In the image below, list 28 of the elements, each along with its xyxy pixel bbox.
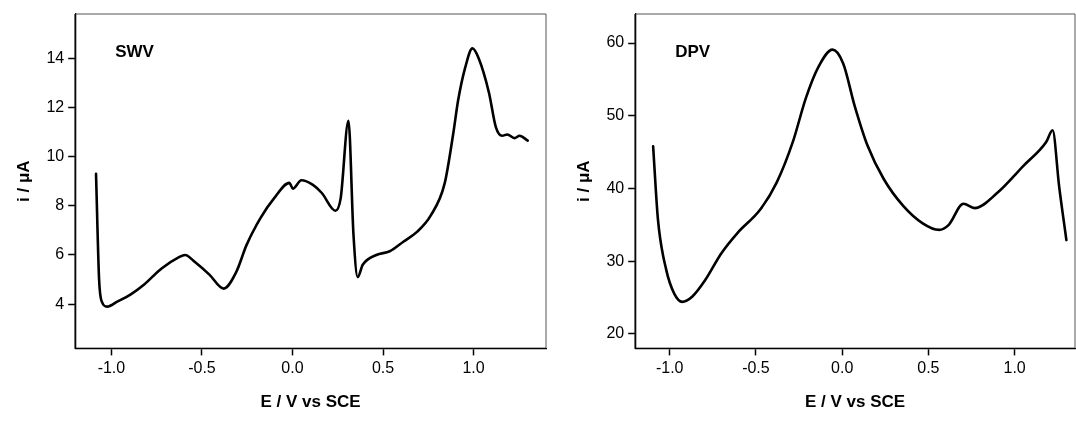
y-tick-label: 50 [606,106,625,124]
y-tick-label: 8 [55,196,65,214]
x-tick-label: 0.5 [371,359,395,377]
annotation: DPV [675,42,711,62]
x-tick-label: 0.0 [831,359,854,377]
x-tick-label: 0.0 [281,359,304,377]
line-series [94,47,530,308]
x-axis-title: E / V vs SCE [260,392,361,412]
y-axis-title: i / μA [13,160,33,202]
y-tick-label: 10 [46,147,65,165]
y-tick-label: 30 [606,251,625,269]
y-tick-label: 12 [46,97,65,115]
x-tick-label: -0.5 [188,359,216,377]
x-tick-label: 1.0 [462,359,485,377]
x-tick-label: -1.0 [655,359,684,377]
y-tick-label: 60 [606,33,625,51]
y-axis-title: i / μA [573,160,593,202]
y-tick-label: 4 [55,294,65,312]
y-tick-label: 14 [46,48,65,66]
y-tick-label: 6 [55,245,65,263]
y-tick-label: 40 [606,178,625,196]
x-tick-label: -1.0 [97,359,126,377]
x-tick-label: 0.5 [917,359,940,377]
y-tick-label: 20 [606,324,625,342]
x-axis-title: E / V vs SCE [805,392,906,412]
annotation: SWV [115,42,155,62]
x-tick-label: -0.5 [742,359,770,377]
x-tick-label: 1.0 [1003,359,1026,377]
